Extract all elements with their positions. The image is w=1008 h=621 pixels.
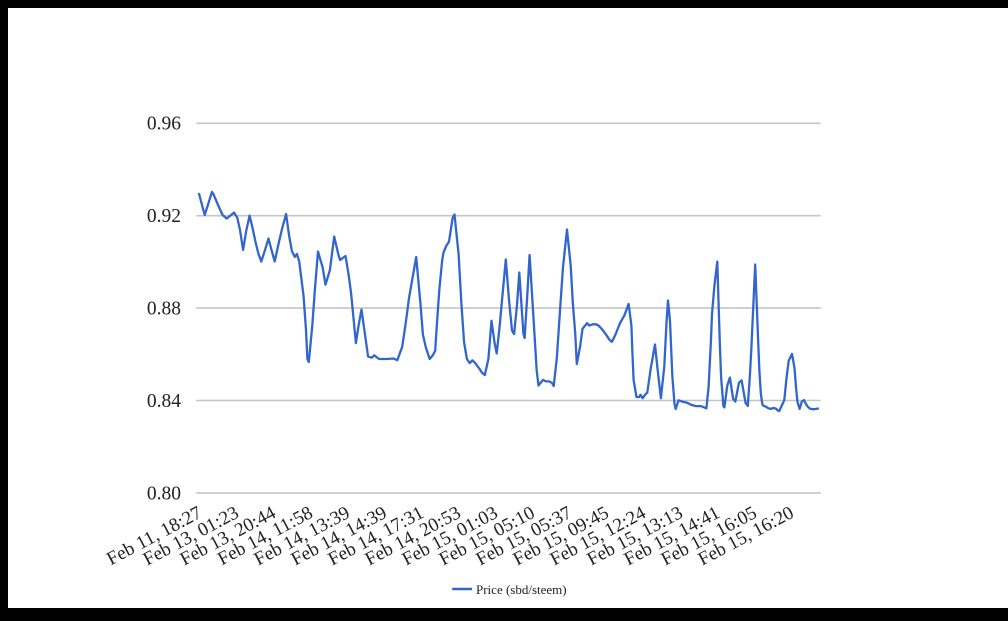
svg-text:0.84: 0.84 [147,391,181,412]
svg-text:0.80: 0.80 [147,483,181,504]
svg-text:0.96: 0.96 [147,114,181,135]
svg-text:Price (sbd/steem): Price (sbd/steem) [476,582,567,597]
svg-text:0.92: 0.92 [147,206,181,227]
svg-text:0.88: 0.88 [147,299,181,320]
